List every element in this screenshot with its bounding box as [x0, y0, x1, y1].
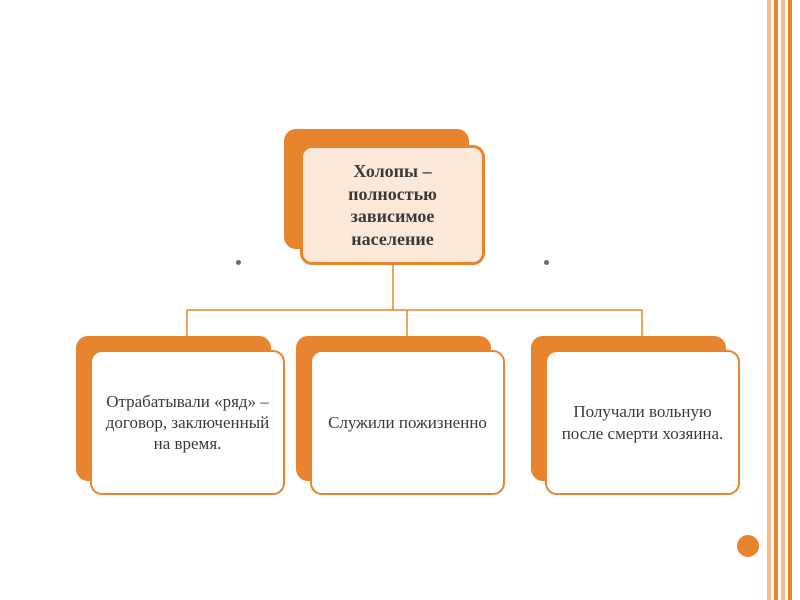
decor-circle-icon [734, 532, 762, 560]
child-label: Служили пожизненно [322, 412, 493, 433]
connector-lines [0, 0, 800, 600]
child-node: Служили пожизненно [310, 350, 505, 495]
root-label: Холопы – полностью зависимое население [313, 160, 472, 250]
decor-dot [544, 260, 549, 265]
child-label: Отрабатывали «ряд» – договор, заключенны… [102, 391, 273, 455]
child-node: Получали вольную после смерти хозяина. [545, 350, 740, 495]
hierarchy-diagram: Холопы – полностью зависимое население О… [0, 0, 800, 600]
child-label: Получали вольную после смерти хозяина. [557, 401, 728, 444]
decor-dot [236, 260, 241, 265]
root-node: Холопы – полностью зависимое население [300, 145, 485, 265]
child-node: Отрабатывали «ряд» – договор, заключенны… [90, 350, 285, 495]
